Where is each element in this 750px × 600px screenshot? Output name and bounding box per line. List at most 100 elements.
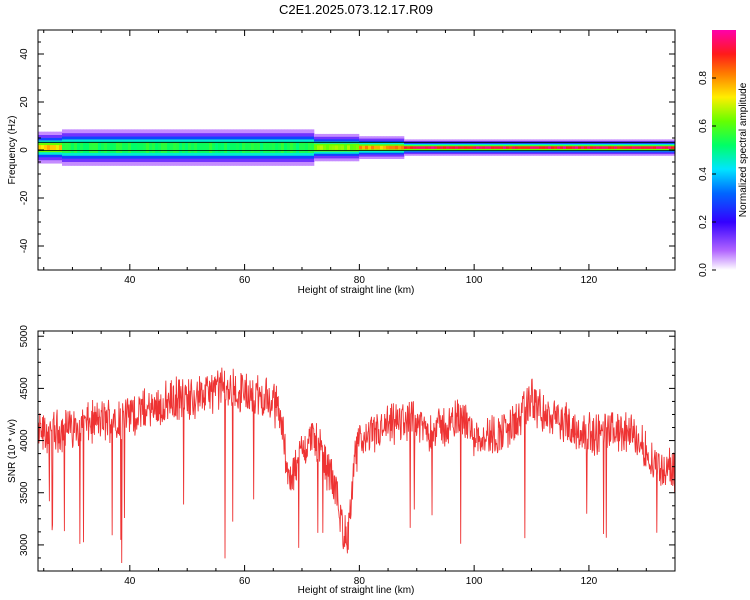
spectrogram-cell [461, 146, 465, 149]
spectrogram-cell [464, 146, 468, 149]
spectrogram-cell [251, 144, 255, 151]
spectrogram-cell [176, 144, 180, 151]
snr-panel: 40 60 80 100 120 3000 3500 4000 4500 5000 Height … [7, 325, 676, 596]
spectrogram-cell [545, 146, 549, 149]
spectrogram-xtick-label: 80 [354, 275, 366, 286]
spectrogram-cell [344, 145, 348, 150]
spectrogram-cell [80, 144, 84, 151]
spectrogram-cell [158, 144, 162, 151]
spectrogram-cell [77, 144, 81, 151]
spectrogram-cell [527, 146, 531, 149]
spectrogram-cell [665, 146, 669, 149]
spectrogram-cell [335, 145, 339, 150]
colorbar-tick-label: 0.2 [698, 215, 709, 229]
spectrogram-cell [518, 146, 522, 149]
spectrogram-cell [620, 146, 624, 149]
spectrogram-ytick-label: -20 [19, 190, 30, 205]
spectrogram-cell [275, 144, 279, 151]
colorbar-tick-label: 0.4 [698, 167, 709, 181]
spectrogram-cell [332, 145, 336, 150]
spectrogram-cell [443, 146, 447, 149]
spectrogram-cell [506, 146, 510, 149]
spectrogram-cell [269, 144, 273, 151]
spectrogram-cell [326, 145, 330, 150]
spectrogram-cell [137, 144, 141, 151]
spectrogram-cell [590, 146, 594, 149]
spectrogram-ytick-label: 40 [19, 48, 30, 60]
spectrogram-cell [629, 146, 633, 149]
snr-ylabel: SNR (10 * v/v) [7, 419, 18, 483]
spectrogram-cell [641, 146, 645, 149]
snr-ytick-label: 3500 [19, 481, 30, 504]
spectrogram-cell [41, 145, 45, 151]
spectrogram-cell [626, 146, 630, 149]
spectrogram-cell [587, 146, 591, 149]
spectrogram-cell [296, 144, 300, 151]
spectrogram-cell [287, 144, 291, 151]
spectrogram-cell [182, 144, 186, 151]
spectrogram-cell [407, 146, 411, 149]
snr-series [38, 367, 675, 564]
spectrogram-cell [671, 146, 675, 149]
spectrogram-cell [674, 146, 675, 149]
spectrogram-cell [560, 146, 564, 149]
spectrogram-cell [497, 146, 501, 149]
spectrogram-cell [512, 146, 516, 149]
spectrogram-cell [107, 144, 111, 151]
spectrogram-cell [89, 144, 93, 151]
spectrogram-cell [218, 144, 222, 151]
spectrogram-cell [59, 145, 63, 151]
spectrogram-cell [437, 146, 441, 149]
spectrogram-cell [113, 144, 117, 151]
spectrogram-cell [575, 146, 579, 149]
spectrogram-cell [104, 144, 108, 151]
spectrogram-cell [449, 146, 453, 149]
spectrogram-cell [467, 146, 471, 149]
spectrogram-cell [605, 146, 609, 149]
spectrogram-cell [452, 146, 456, 149]
spectrogram-cell [383, 145, 387, 150]
spectrogram-cell [203, 144, 207, 151]
spectrogram-cell [428, 146, 432, 149]
spectrogram-cell [233, 144, 237, 151]
spectrogram-cell [509, 146, 513, 149]
spectrogram-cell [311, 144, 315, 151]
colorbar-ticks: 0.0 0.2 0.4 0.6 0.8 [698, 71, 716, 277]
spectrogram-cell [314, 145, 318, 150]
spectrogram-cell [86, 144, 90, 151]
spectrogram-cell [236, 144, 240, 151]
spectrogram-cell [539, 146, 543, 149]
spectrogram-cell [572, 146, 576, 149]
spectrogram-cell [401, 145, 405, 150]
spectrogram-cell [170, 144, 174, 151]
spectrogram-cell [566, 146, 570, 149]
spectrogram-cell [98, 144, 102, 151]
spectrogram-cell [635, 146, 639, 149]
spectrogram-cell [128, 144, 132, 151]
figure-title: C2E1.2025.073.12.17.R09 [279, 2, 433, 17]
spectrogram-cell [215, 144, 219, 151]
spectrogram-cell [377, 145, 381, 150]
spectrogram-cell [290, 144, 294, 151]
spectrogram-cell [542, 146, 546, 149]
spectrogram-xtick-label: 60 [239, 275, 251, 286]
spectrogram-cell [623, 146, 627, 149]
spectrogram-cell [500, 146, 504, 149]
spectrogram-cell [302, 144, 306, 151]
spectrogram-cell [593, 146, 597, 149]
spectrogram-cell [305, 144, 309, 151]
spectrogram-cell [404, 146, 408, 149]
spectrogram-cell [119, 144, 123, 151]
snr-xtick-label: 60 [239, 576, 251, 587]
spectrogram-cell [320, 145, 324, 150]
spectrogram-xtick-label: 100 [466, 275, 483, 286]
spectrogram-cell [356, 145, 360, 150]
colorbar-label: Normalized spectral amplitude [738, 82, 749, 217]
spectrogram-cell [329, 145, 333, 150]
spectrogram-cell [599, 146, 603, 149]
spectrogram-cell [266, 144, 270, 151]
spectrogram-cell [365, 145, 369, 150]
spectrogram-band [38, 129, 675, 166]
spectrogram-cell [194, 144, 198, 151]
